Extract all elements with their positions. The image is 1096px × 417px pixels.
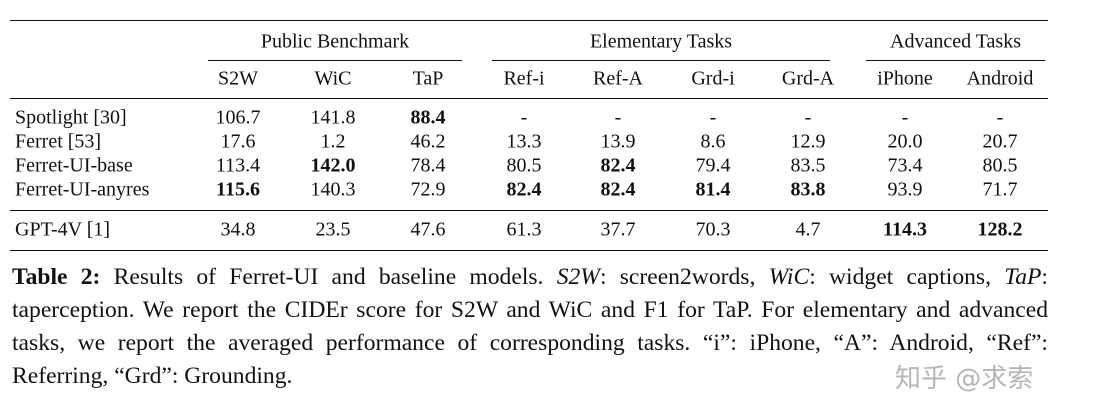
caption-text: : widget captions, xyxy=(809,264,1005,290)
group-header: Elementary Tasks xyxy=(589,30,733,53)
cell: 47.6 xyxy=(410,218,446,241)
top-rule xyxy=(10,20,1048,21)
header-rule xyxy=(10,98,1048,99)
cell: 114.3 xyxy=(883,218,927,241)
row-label: GPT-4V [1] xyxy=(15,218,111,241)
group-header: Public Benchmark xyxy=(260,30,410,53)
cell: 83.5 xyxy=(790,154,826,177)
column-header: Ref-A xyxy=(593,67,643,90)
mid-rule xyxy=(10,210,1048,211)
column-header: Grd-A xyxy=(781,67,835,90)
cell: 23.5 xyxy=(315,218,351,241)
cell: 83.8 xyxy=(790,178,826,201)
caption-text: S2W xyxy=(556,264,600,290)
cell: 80.5 xyxy=(506,154,542,177)
cell: 82.4 xyxy=(506,178,542,201)
column-header: iPhone xyxy=(877,67,933,90)
cell: 20.7 xyxy=(982,130,1018,153)
cell: 128.2 xyxy=(977,218,1023,241)
cell: 73.4 xyxy=(887,154,923,177)
caption-text: WiC xyxy=(768,264,810,290)
cell: 140.3 xyxy=(310,178,356,201)
caption-text: Table 2: xyxy=(12,264,101,290)
cell: 20.0 xyxy=(887,130,923,153)
cell: 13.9 xyxy=(600,130,636,153)
cell: 80.5 xyxy=(982,154,1018,177)
watermark: 知乎 @求索 xyxy=(895,364,1034,394)
column-header: Ref-i xyxy=(503,67,545,90)
cell: 106.7 xyxy=(215,106,261,129)
cell: 115.6 xyxy=(216,178,260,201)
column-header: Android xyxy=(966,67,1034,90)
cell: 12.9 xyxy=(790,130,826,153)
row-label: Ferret [53] xyxy=(15,130,102,153)
group-rule xyxy=(866,60,1045,61)
cell: 34.8 xyxy=(220,218,256,241)
caption-text: : screen2words, xyxy=(599,264,769,290)
caption: Table 2: Results of Ferret-UI and baseli… xyxy=(12,261,1048,393)
caption-text: TaP xyxy=(1004,264,1042,290)
row-label: Ferret-UI-anyres xyxy=(15,178,150,201)
column-header: Grd-i xyxy=(691,67,735,90)
group-rule xyxy=(492,60,830,61)
cell: 93.9 xyxy=(887,178,923,201)
cell: 82.4 xyxy=(600,178,636,201)
cell: - xyxy=(901,106,909,129)
column-header: WiC xyxy=(314,67,352,90)
cell: 81.4 xyxy=(695,178,731,201)
cell: 37.7 xyxy=(600,218,636,241)
cell: - xyxy=(804,106,812,129)
cell: 71.7 xyxy=(982,178,1018,201)
cell: 88.4 xyxy=(410,106,446,129)
cell: 17.6 xyxy=(220,130,256,153)
cell: 46.2 xyxy=(410,130,446,153)
bottom-rule xyxy=(10,250,1048,251)
row-label: Spotlight [30] xyxy=(15,106,127,129)
cell: 13.3 xyxy=(506,130,542,153)
cell: 78.4 xyxy=(410,154,446,177)
cell: 113.4 xyxy=(215,154,261,177)
group-rule xyxy=(208,60,462,61)
cell: 8.6 xyxy=(700,130,726,153)
column-header: S2W xyxy=(218,67,258,90)
cell: - xyxy=(614,106,622,129)
cell: 61.3 xyxy=(506,218,542,241)
cell: - xyxy=(520,106,528,129)
group-header: Advanced Tasks xyxy=(890,30,1021,53)
cell: 79.4 xyxy=(695,154,731,177)
caption-text: Results of Ferret-UI and baseline models… xyxy=(100,264,557,290)
cell: 142.0 xyxy=(310,154,356,177)
cell: 1.2 xyxy=(320,130,346,153)
cell: 72.9 xyxy=(410,178,446,201)
cell: - xyxy=(709,106,717,129)
cell: 82.4 xyxy=(600,154,636,177)
row-label: Ferret-UI-base xyxy=(15,154,133,177)
cell: - xyxy=(996,106,1004,129)
caption-text: : taperception. We report the CIDEr scor… xyxy=(12,264,1048,389)
cell: 4.7 xyxy=(795,218,821,241)
cell: 70.3 xyxy=(695,218,731,241)
cell: 141.8 xyxy=(310,106,356,129)
column-header: TaP xyxy=(412,67,444,90)
